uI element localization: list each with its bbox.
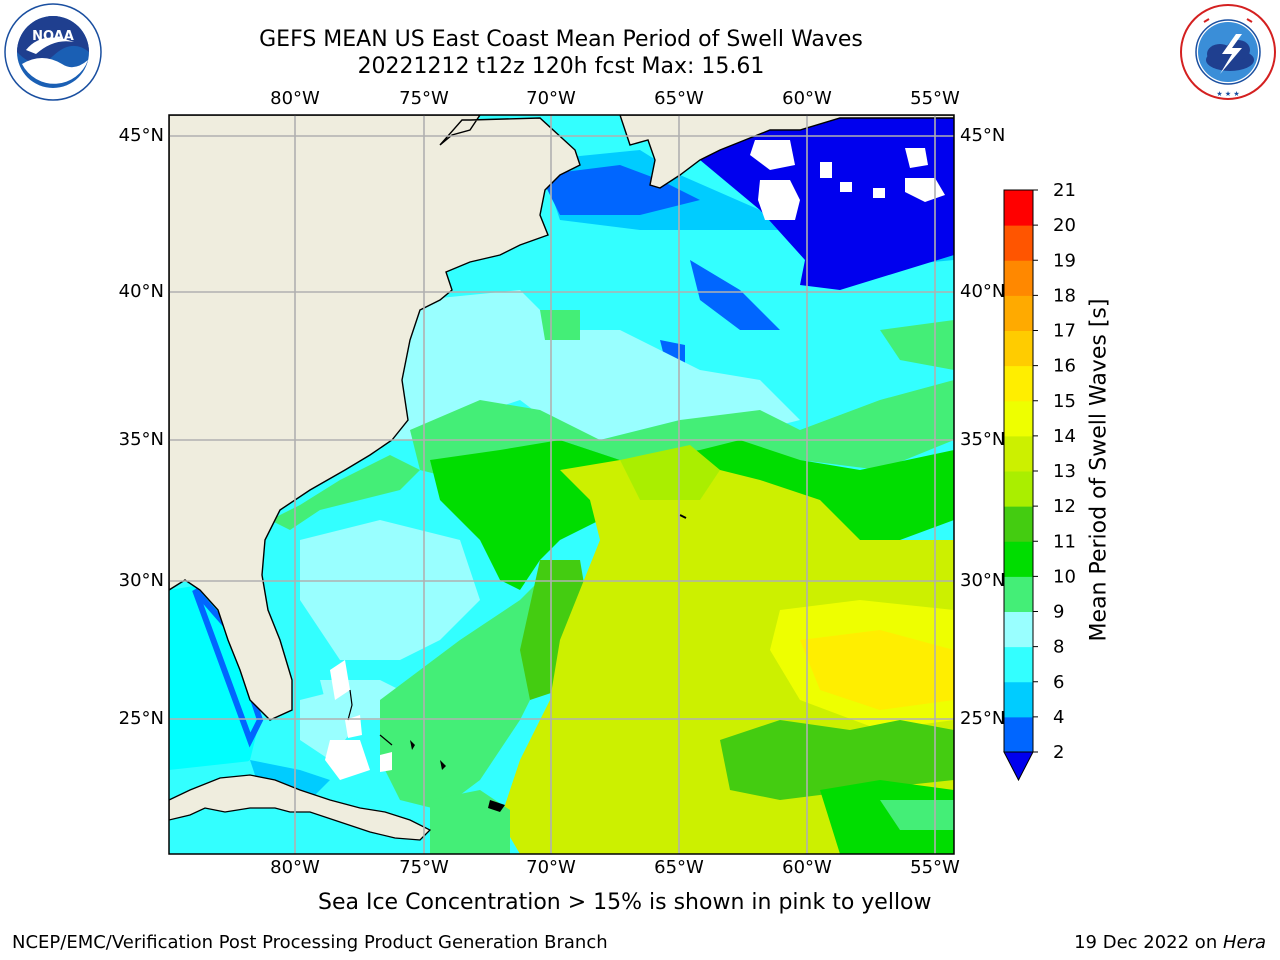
colorbar-band — [1004, 471, 1033, 507]
lon-label-top: 55°W — [910, 88, 960, 109]
nws-logo: ★ ★ ★ — [1180, 4, 1276, 100]
colorbar-tick-label: 16 — [1053, 356, 1076, 377]
lon-label-bottom: 55°W — [910, 857, 960, 878]
colorbar-tick-label: 20 — [1053, 215, 1076, 236]
colorbar-band — [1004, 716, 1033, 753]
run-machine: Hera — [1222, 932, 1266, 953]
colorbar-tick-label: 12 — [1053, 496, 1076, 517]
colorbar-tick-label: 14 — [1053, 426, 1076, 447]
colorbar-band — [1004, 611, 1033, 648]
lon-label-top: 70°W — [526, 88, 576, 109]
colorbar-band — [1004, 365, 1033, 402]
colorbar-band — [1004, 541, 1033, 577]
lon-label-top: 60°W — [782, 88, 832, 109]
lat-label-left: 40°N — [118, 281, 164, 302]
colorbar-label: Mean Period of Swell Waves [s] — [1086, 298, 1112, 642]
noaa-logo: NOAA — [4, 3, 102, 101]
colorbar-tick-label: 19 — [1053, 250, 1076, 271]
lat-label-right: 40°N — [960, 281, 1006, 302]
colorbar-band — [1004, 646, 1033, 683]
us-coastline — [169, 115, 581, 721]
colorbar-band — [1004, 330, 1033, 367]
chart-subtitle: 20221212 t12z 120h fcst Max: 15.61 — [357, 54, 765, 79]
graticule — [169, 115, 954, 854]
colorbar-band — [1004, 576, 1033, 612]
lat-label-right: 25°N — [960, 708, 1006, 729]
colorbar-tick-label: 15 — [1053, 391, 1076, 412]
colorbar-band — [1004, 190, 1033, 226]
map-field — [169, 115, 954, 854]
colorbar-tick-label: 8 — [1053, 637, 1064, 658]
colorbar-tick-label: 10 — [1053, 566, 1076, 587]
lat-label-right: 30°N — [960, 570, 1006, 591]
colorbar-under-arrow — [1003, 751, 1034, 782]
cuba — [169, 774, 432, 841]
lon-label-top: 80°W — [270, 88, 320, 109]
lon-label-bottom: 60°W — [782, 857, 832, 878]
run-date: 19 Dec 2022 on Hera — [1074, 932, 1266, 953]
colorbar-band — [1004, 506, 1033, 542]
lon-label-bottom: 75°W — [399, 857, 449, 878]
colorbar-band — [1004, 435, 1033, 472]
colorbar-tick-label: 11 — [1053, 531, 1076, 552]
lat-label-left: 35°N — [118, 429, 164, 450]
colorbar-tick-label: 18 — [1053, 285, 1076, 306]
map-frame — [168, 114, 955, 855]
sea-ice-caption: Sea Ice Concentration > 15% is shown in … — [318, 890, 932, 915]
lat-label-right: 35°N — [960, 429, 1006, 450]
colorbar-band — [1004, 295, 1033, 331]
noaa-logo-text: NOAA — [32, 29, 74, 44]
colorbar-tick-label: 4 — [1053, 707, 1064, 728]
lon-label-bottom: 70°W — [526, 857, 576, 878]
lon-label-top: 65°W — [654, 88, 704, 109]
credit-text: NCEP/EMC/Verification Post Processing Pr… — [12, 932, 608, 953]
colorbar-band — [1004, 681, 1033, 718]
colorbar-tick-label: 9 — [1053, 602, 1064, 623]
lon-label-bottom: 65°W — [654, 857, 704, 878]
lat-label-right: 45°N — [960, 125, 1006, 146]
chart-title: GEFS MEAN US East Coast Mean Period of S… — [259, 27, 863, 52]
colorbar-tick-label: 17 — [1053, 321, 1076, 342]
colorbar-tick-label: 21 — [1053, 180, 1076, 201]
colorbar: 2 4 6 8 9 10 11 12 13 14 15 16 17 18 19 20 21 — [1003, 180, 1076, 782]
svg-text:★ ★ ★: ★ ★ ★ — [1216, 90, 1239, 98]
lon-label-bottom: 80°W — [270, 857, 320, 878]
lon-label-top: 75°W — [399, 88, 449, 109]
colorbar-tick-label: 13 — [1053, 461, 1076, 482]
lat-label-left: 45°N — [118, 125, 164, 146]
colorbar-band — [1004, 400, 1033, 437]
run-date-text: 19 Dec 2022 on — [1074, 932, 1223, 953]
colorbar-tick-label: 2 — [1053, 742, 1064, 763]
lat-label-left: 25°N — [118, 708, 164, 729]
colorbar-band — [1004, 260, 1033, 296]
colorbar-band — [1004, 225, 1033, 261]
lat-label-left: 30°N — [118, 570, 164, 591]
colorbar-tick-label: 6 — [1053, 672, 1064, 693]
